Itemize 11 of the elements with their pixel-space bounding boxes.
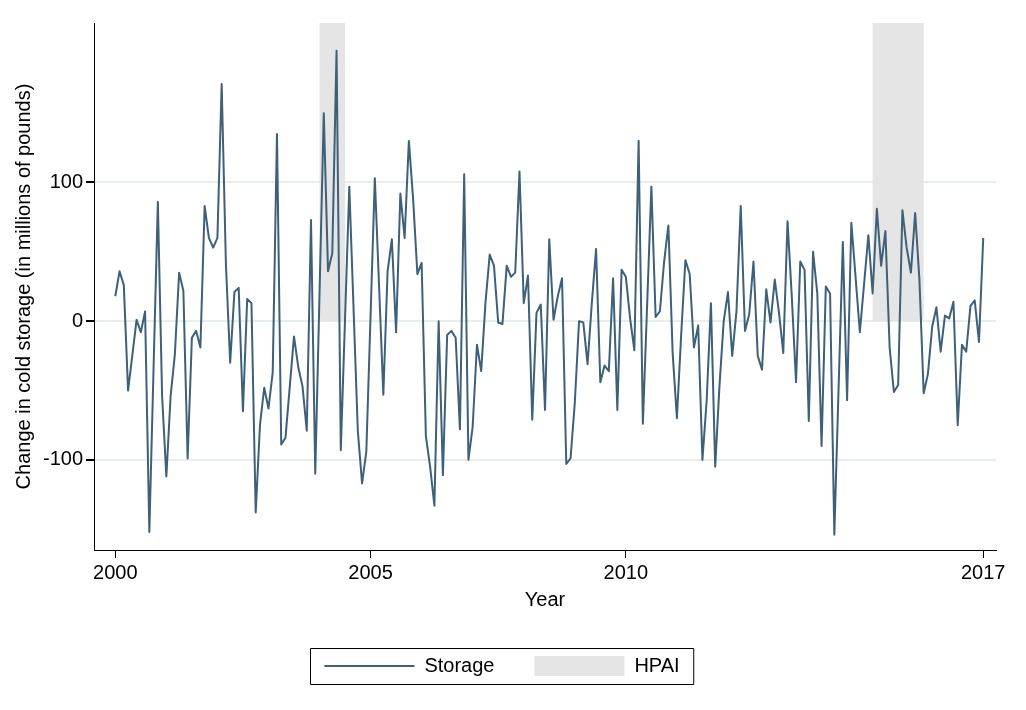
legend-label: Storage: [424, 653, 495, 676]
y-tick-label: 0: [71, 308, 84, 331]
legend-label: HPAI: [634, 653, 680, 676]
x-tick-label: 2017: [960, 560, 1006, 583]
y-axis-title: Change in cold storage (in millions of pounds): [11, 83, 34, 490]
x-tick-label: 2000: [93, 560, 138, 583]
y-tick-label: -100: [43, 447, 84, 470]
x-axis-title: Year: [524, 587, 566, 610]
y-tick-label: 100: [49, 170, 84, 192]
x-tick-label: 2005: [348, 560, 393, 583]
x-tick-label: 2010: [603, 560, 649, 583]
